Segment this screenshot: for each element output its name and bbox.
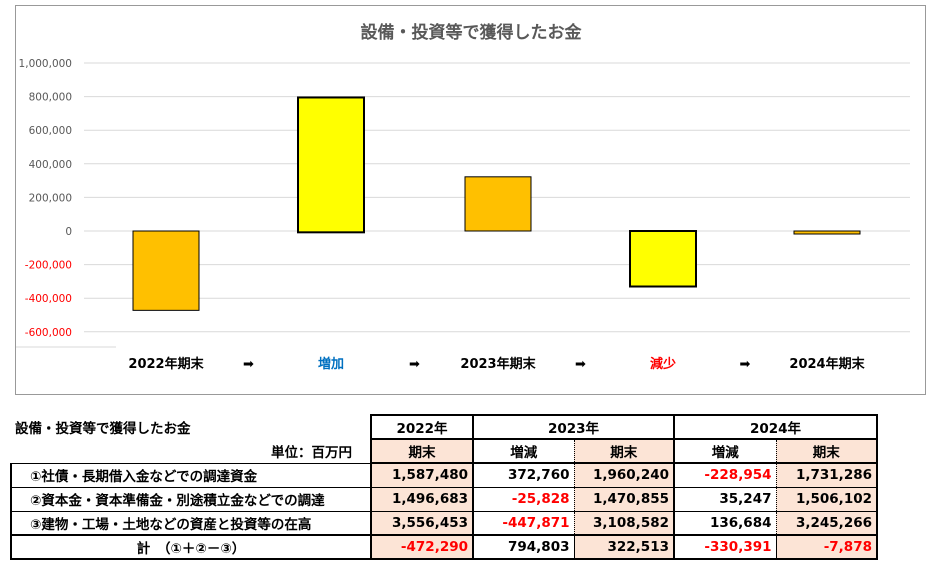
row-label: ③建物・工場・土地などの資産と投資等の在高	[10, 510, 372, 535]
year-header: 2022年	[370, 414, 474, 440]
cell-value: -472,290	[371, 534, 474, 560]
arrow-icon: ➡	[575, 357, 586, 372]
subheader: 期末	[776, 439, 878, 464]
cell-value: 1,506,102	[776, 486, 878, 511]
category-label: 2023年期末	[460, 356, 536, 372]
category-label: 減少	[650, 356, 676, 372]
bar-減少	[629, 230, 697, 288]
waterfall-chart: 1,000,000 800,000 600,000 400,000 200,000 0 -2…	[15, 5, 926, 395]
y-tick-label: 1,000,000	[19, 58, 72, 70]
bar-2023年期末	[464, 176, 532, 232]
table-row: 計 （①＋②－③） -472,290 794,803 322,513 -330,391-…	[10, 534, 878, 560]
subheader: 増減	[473, 439, 575, 464]
arrow-icon: ➡	[409, 357, 420, 372]
y-tick-label: 200,000	[29, 192, 72, 204]
cell-value: 3,556,453	[371, 510, 474, 535]
subheader: 期末	[370, 438, 474, 464]
y-tick-label: 800,000	[29, 92, 72, 104]
y-tick-label: 600,000	[29, 125, 72, 137]
cell-value: -25,828	[473, 486, 575, 511]
unit-label: 単位：百万円	[271, 444, 352, 461]
y-tick-label: -400,000	[25, 293, 72, 305]
data-table: 設備・投資等で獲得したお金 2022年 2023年 2024年 単位：百万円 期…	[10, 414, 878, 560]
cell-value: -228,954	[674, 462, 777, 487]
cell-value: 3,108,582	[574, 510, 675, 535]
y-tick-label: 400,000	[29, 159, 72, 171]
cell-value: 35,247	[674, 486, 777, 511]
arrow-icon: ➡	[243, 357, 254, 372]
y-tick-label: 0	[65, 226, 72, 238]
bar-2024年期末	[793, 230, 861, 235]
cell-value: -330,391	[674, 534, 777, 560]
arrow-icon: ➡	[740, 357, 751, 372]
row-label: 計 （①＋②－③）	[10, 534, 372, 560]
cell-value: 1,731,286	[776, 462, 878, 487]
table-row: ②資本金・資本準備金・別途積立金などでの調達 1,496,683 -25,828 1,…	[10, 486, 878, 511]
subheader: 増減	[674, 439, 777, 464]
subheader: 期末	[574, 439, 675, 464]
bar-増加	[297, 96, 365, 234]
cell-value: 136,684	[674, 510, 777, 535]
cell-value: 794,803	[473, 534, 575, 560]
table-title: 設備・投資等で獲得したお金	[15, 421, 191, 437]
table-row: ③建物・工場・土地などの資産と投資等の在高 3,556,453 -447,871 3,…	[10, 510, 878, 535]
cell-value: 322,513	[574, 534, 675, 560]
row-label: ②資本金・資本準備金・別途積立金などでの調達	[10, 486, 372, 511]
cell-value: 1,496,683	[371, 486, 474, 511]
category-label: 2022年期末	[128, 356, 204, 372]
year-header: 2023年	[472, 414, 675, 440]
y-tick-label: -600,000	[25, 327, 72, 339]
cell-value: 372,760	[473, 462, 575, 487]
chart-title: 設備・投資等で獲得したお金	[361, 22, 583, 43]
row-label: ①社債・長期借入金などでの調達資金	[10, 462, 372, 487]
category-label: 増加	[318, 356, 344, 372]
cell-value: 1,587,480	[371, 462, 474, 487]
cell-value: -7,878	[776, 534, 878, 560]
bar-2022年期末	[132, 230, 200, 311]
year-header: 2024年	[673, 414, 878, 440]
y-tick-label: -200,000	[25, 260, 72, 272]
chart-canvas: 1,000,000 800,000 600,000 400,000 200,000 0 -2…	[16, 22, 910, 372]
category-label: 2024年期末	[789, 356, 865, 372]
cell-value: 3,245,266	[776, 510, 878, 535]
table-row: ①社債・長期借入金などでの調達資金 1,587,480 372,760 1,960,2…	[10, 462, 878, 487]
cell-value: 1,960,240	[574, 462, 675, 487]
cell-value: 1,470,855	[574, 486, 675, 511]
cell-value: -447,871	[473, 510, 575, 535]
